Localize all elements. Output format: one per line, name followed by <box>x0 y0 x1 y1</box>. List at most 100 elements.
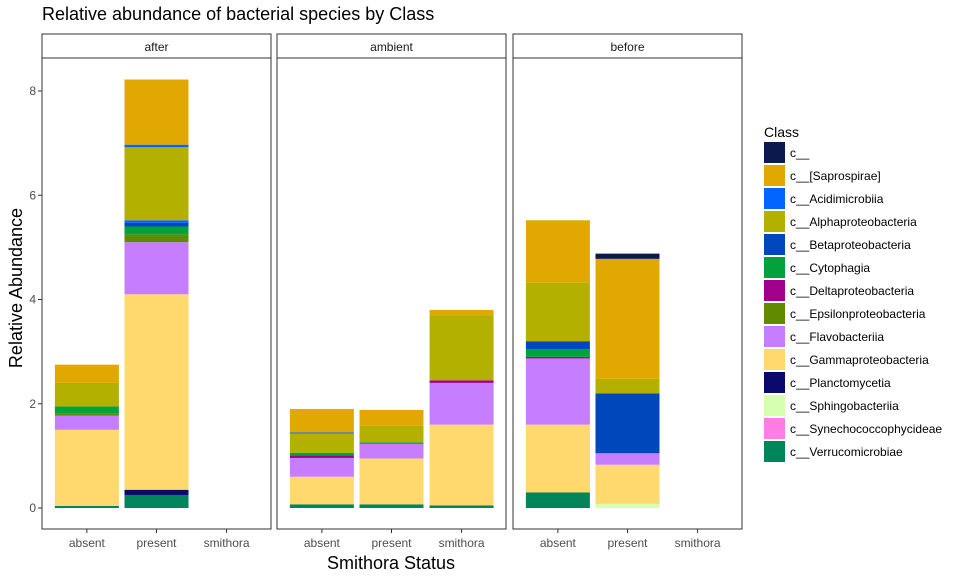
bar-absent <box>289 408 354 508</box>
bar-segment <box>525 358 590 425</box>
bar-segment <box>124 147 189 221</box>
bar-segment <box>289 452 354 456</box>
legend-item: c__Cytophagia <box>764 257 870 278</box>
bar-segment <box>289 433 354 453</box>
bar-segment <box>124 222 189 227</box>
legend-item: c__Verrucomicrobiae <box>764 441 903 462</box>
legend-label: c__Acidimicrobiia <box>790 192 884 206</box>
bar-present <box>595 253 660 508</box>
legend-swatch <box>764 349 785 370</box>
bar-segment <box>54 413 119 416</box>
bar-segment <box>359 425 424 443</box>
bar-segment <box>124 234 189 243</box>
legend-label: c__Verrucomicrobiae <box>790 445 903 459</box>
bar-segment <box>54 382 119 407</box>
bar-segment <box>595 253 660 259</box>
legend-swatch <box>764 303 785 324</box>
bar-segment <box>124 220 189 223</box>
facet-label: after <box>144 40 168 54</box>
bar-segment <box>54 505 119 508</box>
legend-swatch <box>764 188 785 209</box>
x-tick-label: absent <box>69 536 106 550</box>
bar-segment <box>429 382 494 425</box>
y-tick-label: 2 <box>29 397 36 411</box>
bar-segment <box>124 79 189 145</box>
x-tick-label: absent <box>540 536 577 550</box>
legend-label: c__Synechococcophycideae <box>790 422 942 436</box>
bar-segment <box>54 364 119 383</box>
legend-swatch <box>764 395 785 416</box>
legend-item: c__Alphaproteobacteria <box>764 211 917 232</box>
facet-strip <box>276 33 507 59</box>
y-tick-label: 8 <box>29 84 36 98</box>
legend-label: c__Flavobacteriia <box>790 330 884 344</box>
bar-segment <box>429 424 494 506</box>
bar-segment <box>525 220 590 283</box>
y-tick-label: 6 <box>29 188 36 202</box>
bar-absent <box>54 364 119 508</box>
x-tick-label: smithora <box>204 536 250 550</box>
bar-segment <box>359 504 424 508</box>
bar-segment <box>54 406 119 414</box>
facet-panels: after absent present smithora ambient absent p… <box>41 33 743 550</box>
legend-item: c__Acidimicrobiia <box>764 188 884 209</box>
y-tick-label: 0 <box>29 501 36 515</box>
facet-strip <box>512 33 743 59</box>
bar-segment <box>124 242 189 295</box>
bar-segment <box>595 393 660 454</box>
legend-swatch <box>764 257 785 278</box>
bar-segment <box>289 455 354 458</box>
legend-label: c__Cytophagia <box>790 261 870 275</box>
legend-item: c__Gammaproteobacteria <box>764 349 929 370</box>
bar-segment <box>359 458 424 505</box>
x-tick-label: present <box>371 536 412 550</box>
bar-segment <box>429 380 494 383</box>
bar-segment <box>429 309 494 316</box>
y-axis: 0 2 4 6 8 <box>29 84 42 515</box>
bar-segment <box>124 144 189 148</box>
bar-segment <box>124 489 189 495</box>
legend-label: c__Gammaproteobacteria <box>790 353 929 367</box>
panel-before: before absent present smithora <box>512 33 743 550</box>
legend-swatch <box>764 372 785 393</box>
chart-title: Relative abundance of bacterial species … <box>42 4 434 24</box>
bar-absent <box>525 220 590 508</box>
legend-swatch <box>764 142 785 163</box>
x-tick-label: smithora <box>439 536 485 550</box>
bar-segment <box>429 315 494 381</box>
legend: Class c__ c__[Saprospirae] c__Acidimicrobi… <box>764 124 942 462</box>
bar-segment <box>359 442 424 444</box>
bar-segment <box>54 429 119 506</box>
facet-label: before <box>610 40 644 54</box>
legend-swatch <box>764 280 785 301</box>
legend-swatch <box>764 418 785 439</box>
x-tick-label: smithora <box>675 536 721 550</box>
bar-segment <box>54 415 119 430</box>
legend-item: c__Planctomycetia <box>764 372 891 393</box>
legend-swatch <box>764 326 785 347</box>
bar-segment <box>595 378 660 394</box>
bar-segment <box>525 424 590 493</box>
legend-item: c__[Saprospirae] <box>764 165 881 186</box>
legend-item: c__Epsilonproteobacteria <box>764 303 926 324</box>
legend-item: c__Sphingobacteriia <box>764 395 899 416</box>
legend-item: c__Synechococcophycideae <box>764 418 942 439</box>
bar-segment <box>525 349 590 357</box>
panel-after: after absent present smithora <box>41 33 272 550</box>
y-tick-label: 4 <box>29 293 36 307</box>
facet-label: ambient <box>370 40 413 54</box>
bar-segment <box>289 432 354 434</box>
legend-label: c__Sphingobacteriia <box>790 399 899 413</box>
x-axis-label: Smithora Status <box>327 553 455 573</box>
bar-present <box>359 410 424 508</box>
legend-swatch <box>764 165 785 186</box>
facet-strip <box>41 33 272 59</box>
bar-segment <box>124 294 189 490</box>
bar-smithora <box>429 309 494 508</box>
bar-segment <box>595 258 660 379</box>
bar-segment <box>525 282 590 342</box>
legend-label: c__ <box>790 146 810 160</box>
bar-segment <box>359 443 424 459</box>
